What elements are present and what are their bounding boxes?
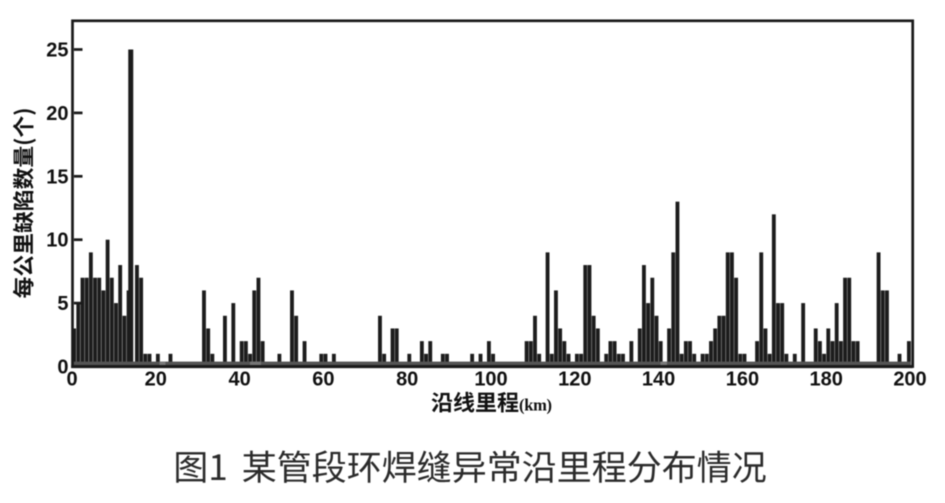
svg-text:100: 100 <box>474 369 507 391</box>
svg-text:180: 180 <box>810 369 843 391</box>
svg-text:60: 60 <box>312 369 334 391</box>
svg-text:25: 25 <box>46 40 68 62</box>
svg-text:10: 10 <box>46 230 68 252</box>
svg-text:0: 0 <box>66 369 77 391</box>
svg-text:120: 120 <box>558 369 591 391</box>
svg-text:(km): (km) <box>519 396 552 415</box>
svg-text:15: 15 <box>46 166 68 188</box>
svg-text:140: 140 <box>642 369 675 391</box>
svg-text:20: 20 <box>46 103 68 125</box>
svg-text:80: 80 <box>396 369 418 391</box>
svg-text:200: 200 <box>893 369 926 391</box>
svg-text:160: 160 <box>726 369 759 391</box>
svg-text:5: 5 <box>57 293 68 315</box>
svg-text:40: 40 <box>228 369 250 391</box>
svg-text:20: 20 <box>145 369 167 391</box>
svg-text:0: 0 <box>57 357 68 379</box>
